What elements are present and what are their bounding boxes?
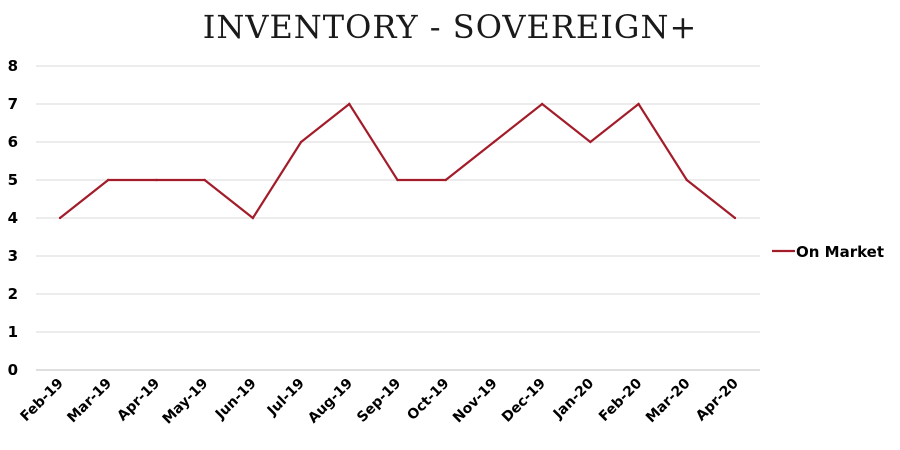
series-layer	[58, 102, 737, 220]
y-tick-label: 0	[8, 361, 18, 379]
x-tick-label: May-19	[160, 376, 212, 428]
legend-label: On Market	[796, 243, 884, 261]
x-tick-label: Feb-20	[596, 375, 646, 425]
series-line-0	[59, 102, 736, 220]
data-point	[396, 178, 399, 182]
data-point	[733, 216, 737, 220]
data-point	[58, 216, 62, 220]
x-tick-label: Sep-19	[354, 376, 404, 426]
y-tick-label: 3	[8, 247, 18, 265]
data-point	[444, 178, 447, 182]
data-point	[107, 178, 110, 182]
x-tick-label: Jun-19	[212, 376, 260, 424]
x-tick-label: Jan-20	[550, 375, 597, 422]
gridlines	[36, 65, 760, 371]
data-point	[685, 178, 688, 182]
y-tick-label: 5	[8, 171, 18, 189]
x-tick-label: Apr-20	[693, 375, 742, 424]
data-point	[155, 178, 158, 182]
data-point	[299, 140, 303, 144]
x-tick-label: Mar-20	[643, 375, 694, 426]
y-tick-label: 6	[8, 133, 18, 151]
chart-title: INVENTORY - SOVEREIGN+	[202, 8, 698, 46]
legend: On Market	[772, 243, 884, 261]
y-tick-label: 2	[8, 285, 18, 303]
data-point	[492, 140, 496, 144]
data-point	[348, 102, 351, 106]
y-axis-ticks: 0 1 2 3 4 5 6 7 8	[8, 57, 18, 379]
data-point	[251, 216, 255, 220]
data-point	[637, 102, 640, 106]
y-tick-label: 4	[8, 209, 18, 227]
y-tick-label: 7	[8, 95, 18, 113]
x-tick-label: Mar-19	[64, 376, 115, 427]
y-tick-label: 1	[8, 323, 18, 341]
x-tick-label: Aug-19	[305, 376, 356, 427]
x-tick-label: Nov-19	[450, 376, 501, 427]
data-point	[589, 140, 592, 144]
y-tick-label: 8	[8, 57, 18, 75]
x-tick-label: Dec-19	[499, 376, 549, 426]
x-tick-label: Jul-19	[264, 376, 308, 420]
x-tick-label: Apr-19	[114, 376, 163, 425]
x-tick-label: Feb-19	[17, 376, 66, 425]
data-point	[540, 102, 544, 106]
x-tick-label: Oct-19	[404, 376, 452, 424]
data-point	[203, 178, 206, 182]
